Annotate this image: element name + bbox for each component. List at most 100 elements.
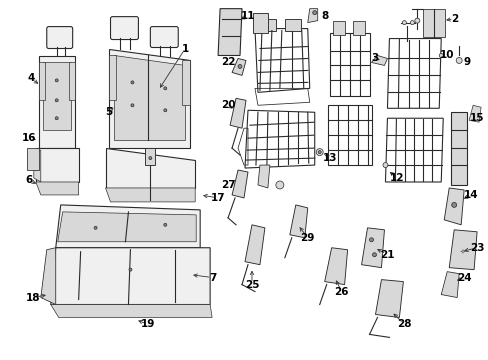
Text: 10: 10 xyxy=(439,50,453,60)
Text: 24: 24 xyxy=(456,273,470,283)
Text: 19: 19 xyxy=(141,319,155,329)
Polygon shape xyxy=(113,55,185,140)
Polygon shape xyxy=(468,105,480,122)
Text: 4: 4 xyxy=(27,73,35,84)
Circle shape xyxy=(438,54,442,58)
Polygon shape xyxy=(42,62,71,130)
Circle shape xyxy=(238,64,242,68)
Circle shape xyxy=(402,21,406,24)
Text: 22: 22 xyxy=(221,58,235,67)
Circle shape xyxy=(414,18,419,23)
Text: 8: 8 xyxy=(321,11,327,21)
Circle shape xyxy=(382,163,387,167)
Polygon shape xyxy=(375,280,403,318)
Text: 1: 1 xyxy=(181,44,188,54)
Text: 17: 17 xyxy=(210,193,225,203)
Bar xyxy=(260,19,275,31)
Text: 15: 15 xyxy=(469,113,483,123)
Polygon shape xyxy=(443,188,463,225)
Circle shape xyxy=(148,157,152,159)
Polygon shape xyxy=(361,228,384,268)
Text: 27: 27 xyxy=(220,180,235,190)
Polygon shape xyxy=(27,148,39,170)
Polygon shape xyxy=(51,248,210,305)
Text: 25: 25 xyxy=(244,280,259,289)
FancyBboxPatch shape xyxy=(110,17,138,40)
Polygon shape xyxy=(218,9,242,55)
Polygon shape xyxy=(182,60,190,105)
Circle shape xyxy=(369,238,373,242)
Text: 18: 18 xyxy=(25,293,40,302)
Circle shape xyxy=(55,117,58,120)
Circle shape xyxy=(409,21,413,24)
FancyBboxPatch shape xyxy=(150,27,178,48)
Text: 21: 21 xyxy=(379,250,394,260)
Circle shape xyxy=(163,223,166,226)
Polygon shape xyxy=(68,62,75,100)
Circle shape xyxy=(131,81,134,84)
Bar xyxy=(352,21,364,35)
Text: 11: 11 xyxy=(240,11,255,21)
Polygon shape xyxy=(371,55,386,66)
Bar xyxy=(423,9,444,37)
Circle shape xyxy=(372,253,376,257)
Polygon shape xyxy=(36,182,79,195)
Text: 23: 23 xyxy=(469,243,483,253)
Text: 29: 29 xyxy=(300,233,314,243)
Polygon shape xyxy=(108,55,116,100)
Text: 16: 16 xyxy=(21,133,36,143)
Bar xyxy=(285,19,300,31)
Polygon shape xyxy=(289,205,307,238)
Polygon shape xyxy=(36,148,79,182)
Text: 20: 20 xyxy=(221,100,235,110)
Polygon shape xyxy=(41,248,56,305)
Circle shape xyxy=(131,104,134,107)
Polygon shape xyxy=(39,62,45,100)
Circle shape xyxy=(129,268,132,271)
Circle shape xyxy=(275,181,283,189)
Polygon shape xyxy=(39,57,75,148)
Text: 7: 7 xyxy=(209,273,216,283)
Circle shape xyxy=(451,202,456,207)
Bar xyxy=(252,13,267,32)
Polygon shape xyxy=(56,205,200,248)
Circle shape xyxy=(163,87,166,90)
Text: 5: 5 xyxy=(105,107,112,117)
Polygon shape xyxy=(105,148,195,188)
Polygon shape xyxy=(448,230,476,270)
Polygon shape xyxy=(232,58,245,75)
Polygon shape xyxy=(58,212,196,242)
Polygon shape xyxy=(145,148,155,165)
Text: 9: 9 xyxy=(463,58,470,67)
Polygon shape xyxy=(244,225,264,265)
Polygon shape xyxy=(324,248,347,285)
Text: ✧: ✧ xyxy=(459,249,465,255)
Polygon shape xyxy=(108,49,190,148)
FancyBboxPatch shape xyxy=(47,27,73,49)
Circle shape xyxy=(94,226,97,229)
Polygon shape xyxy=(232,170,247,198)
Text: 2: 2 xyxy=(450,14,458,24)
Polygon shape xyxy=(440,272,458,298)
Circle shape xyxy=(455,58,461,63)
Polygon shape xyxy=(105,188,195,202)
Polygon shape xyxy=(51,305,212,318)
Circle shape xyxy=(55,99,58,102)
Polygon shape xyxy=(258,165,269,188)
Circle shape xyxy=(316,149,323,156)
Circle shape xyxy=(163,109,166,112)
Bar xyxy=(332,21,344,35)
Polygon shape xyxy=(229,98,245,128)
Text: 6: 6 xyxy=(25,175,32,185)
Text: 14: 14 xyxy=(463,190,477,200)
Text: 3: 3 xyxy=(370,54,377,63)
Text: 13: 13 xyxy=(322,153,336,163)
Polygon shape xyxy=(450,112,466,185)
Circle shape xyxy=(312,11,316,15)
Circle shape xyxy=(318,150,321,154)
Polygon shape xyxy=(307,9,317,23)
Polygon shape xyxy=(34,150,41,182)
Circle shape xyxy=(55,79,58,82)
Text: 26: 26 xyxy=(334,287,348,297)
Text: 28: 28 xyxy=(396,319,411,329)
